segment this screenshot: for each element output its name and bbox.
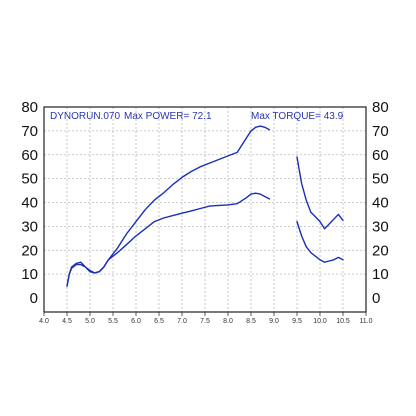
x-tick-label: 8.0 — [223, 318, 233, 325]
right-y-tick-label: 70 — [372, 123, 389, 140]
x-tick-label: 9.5 — [292, 318, 302, 325]
x-tick-label: 6.5 — [154, 318, 164, 325]
x-tick-label: 8.5 — [246, 318, 256, 325]
run-label: DYNORUN.070 — [50, 111, 120, 122]
left-y-tick-label: 40 — [21, 195, 38, 212]
max-power-label: Max POWER= 72.1 — [124, 111, 212, 122]
series-line-3 — [296, 156, 344, 230]
right-y-axis: 0 10 20 30 40 50 60 70 80 — [372, 99, 389, 307]
left-y-tick-label: 60 — [21, 147, 38, 164]
x-tick-label: 5.0 — [85, 318, 95, 325]
right-y-tick-label: 20 — [372, 242, 389, 259]
right-y-tick-label: 30 — [372, 218, 389, 235]
chart-header: DYNORUN.070 Max POWER= 72.1 Max TORQUE= … — [50, 111, 344, 122]
left-y-tick-label: 70 — [21, 123, 38, 140]
left-y-tick-label: 50 — [21, 171, 38, 188]
right-y-tick-label: 80 — [372, 99, 389, 116]
grid — [44, 106, 366, 312]
series-group — [66, 125, 344, 287]
x-tick-label: 9.0 — [269, 318, 279, 325]
right-y-tick-label: 10 — [372, 266, 389, 283]
x-axis: 4.0 4.5 5.0 5.5 6.0 6.5 7.0 7.5 8.0 8.5 9.0 9.5 10.0… — [39, 312, 373, 325]
x-tick-label: 7.5 — [200, 318, 210, 325]
left-y-tick-label: 30 — [21, 218, 38, 235]
x-tick-label: 10.0 — [313, 318, 327, 325]
series-line-4 — [296, 220, 344, 263]
x-tick-label: 11.0 — [359, 318, 372, 325]
left-y-tick-label: 10 — [21, 266, 38, 283]
max-torque-label: Max TORQUE= 43.9 — [251, 111, 344, 122]
right-y-tick-label: 40 — [372, 195, 389, 212]
right-y-tick-label: 60 — [372, 147, 389, 164]
left-y-axis: 0 10 20 30 40 50 60 70 80 — [21, 99, 38, 307]
x-tick-label: 6.0 — [131, 318, 141, 325]
x-tick-label: 4.0 — [39, 318, 49, 325]
x-tick-label: 5.5 — [108, 318, 118, 325]
right-y-tick-label: 50 — [372, 171, 389, 188]
series-line-2 — [66, 192, 271, 287]
x-tick-label: 4.5 — [62, 318, 72, 325]
right-y-tick-label: 0 — [372, 290, 380, 307]
left-y-tick-label: 80 — [21, 99, 38, 116]
left-y-tick-label: 0 — [30, 290, 38, 307]
left-y-tick-label: 20 — [21, 242, 38, 259]
x-tick-label: 7.0 — [177, 318, 187, 325]
x-tick-label: 10.5 — [336, 318, 350, 325]
